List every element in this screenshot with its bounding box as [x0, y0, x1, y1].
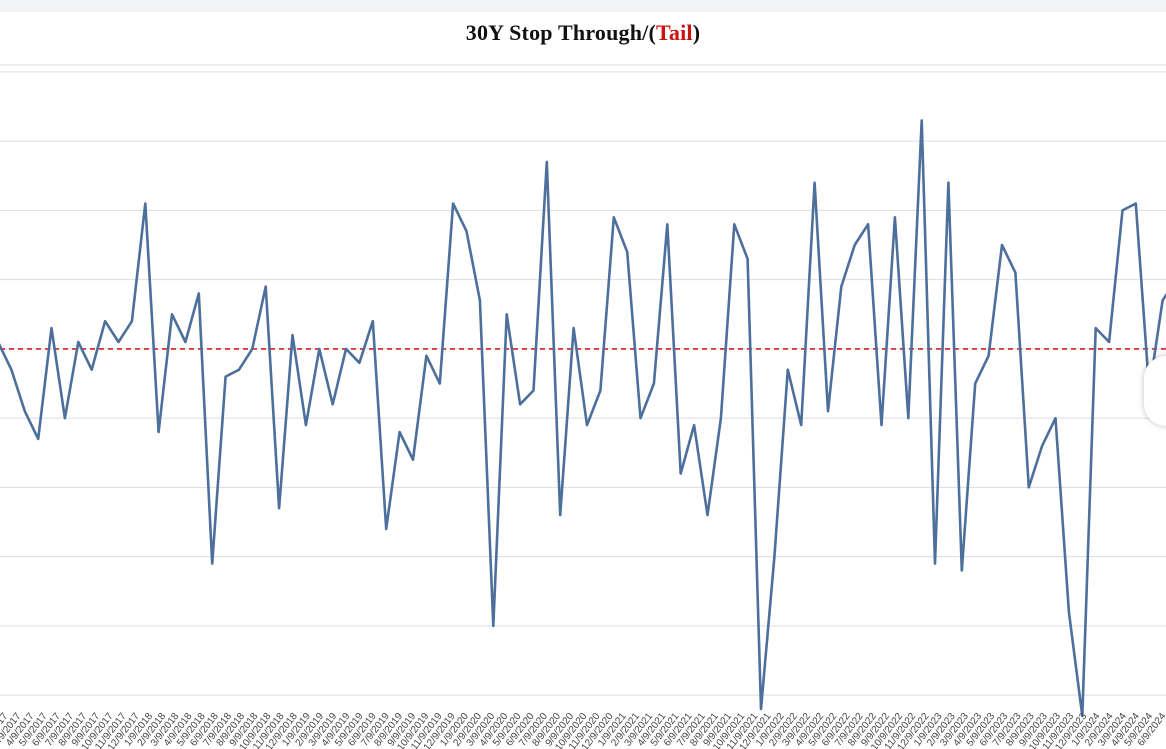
data-point: [826, 409, 830, 413]
data-point: [799, 423, 803, 427]
data-point: [1134, 201, 1138, 205]
data-point: [331, 402, 335, 406]
data-point: [933, 562, 937, 566]
data-point: [103, 319, 107, 323]
chart-title-close: ): [692, 20, 701, 45]
data-point: [1120, 208, 1124, 212]
data-point: [63, 416, 67, 420]
data-point: [170, 312, 174, 316]
data-point: [291, 333, 295, 337]
data-point: [585, 423, 589, 427]
data-point: [946, 181, 950, 185]
data-point: [36, 437, 40, 441]
data-point: [50, 326, 54, 330]
data-point: [692, 423, 696, 427]
data-point: [438, 382, 442, 386]
data-point: [786, 368, 790, 372]
data-point: [973, 382, 977, 386]
data-point: [183, 340, 187, 344]
data-point: [732, 222, 736, 226]
data-point: [304, 423, 308, 427]
data-point: [880, 423, 884, 427]
data-point: [893, 215, 897, 219]
data-point: [9, 368, 13, 372]
data-point: [1013, 271, 1017, 275]
data-point: [987, 354, 991, 358]
data-point: [625, 250, 629, 254]
data-point: [130, 319, 134, 323]
data-point: [518, 402, 522, 406]
data-point: [759, 707, 763, 711]
data-point: [76, 340, 80, 344]
data-point: [960, 569, 964, 573]
data-point: [264, 285, 268, 289]
data-point: [505, 312, 509, 316]
data-point: [197, 292, 201, 296]
data-point: [384, 527, 388, 531]
data-point: [357, 361, 361, 365]
data-point: [1094, 326, 1098, 330]
data-point: [705, 513, 709, 517]
data-point: [652, 382, 656, 386]
data-point: [1107, 340, 1111, 344]
data-point: [1161, 298, 1165, 302]
chart-title-tail: Tail: [656, 20, 693, 45]
data-point: [1067, 610, 1071, 614]
data-point: [679, 472, 683, 476]
data-point: [839, 285, 843, 289]
x-axis-tick-labels: 2/9/20173/9/20174/9/20175/9/20176/9/2017…: [0, 711, 1166, 749]
data-point: [719, 416, 723, 420]
data-point: [478, 298, 482, 302]
data-point: [371, 319, 375, 323]
data-point: [90, 368, 94, 372]
chart-title-main: 30Y Stop Through/(: [465, 20, 657, 45]
data-point: [572, 326, 576, 330]
data-point: [612, 215, 616, 219]
data-point: [344, 347, 348, 351]
data-point: [23, 409, 27, 413]
chart-title: 30Y Stop Through/(Tail): [0, 20, 1166, 46]
data-point: [1040, 444, 1044, 448]
data-point: [1027, 485, 1031, 489]
data-point: [317, 347, 321, 351]
side-scroll-handle[interactable]: [1144, 356, 1166, 426]
data-point: [598, 388, 602, 392]
data-point: [1054, 416, 1058, 420]
data-point: [398, 430, 402, 434]
data-point: [866, 222, 870, 226]
data-point: [746, 257, 750, 261]
data-point: [451, 201, 455, 205]
data-point: [424, 354, 428, 358]
data-point: [224, 375, 228, 379]
gridlines: [0, 64, 1166, 696]
series-line-30y-stop-through: [0, 119, 1166, 718]
data-point: [1000, 243, 1004, 247]
data-point: [210, 562, 214, 566]
data-point: [116, 340, 120, 344]
data-point: [772, 555, 776, 559]
data-point: [250, 347, 254, 351]
data-point: [558, 513, 562, 517]
data-point: [277, 506, 281, 510]
data-point: [665, 222, 669, 226]
data-point: [545, 160, 549, 164]
data-point: [143, 201, 147, 205]
data-point: [853, 243, 857, 247]
data-point: [465, 229, 469, 233]
data-point: [639, 416, 643, 420]
data-point: [906, 416, 910, 420]
data-point: [411, 458, 415, 462]
data-point: [531, 388, 535, 392]
data-point: [491, 624, 495, 628]
data-point: [813, 181, 817, 185]
data-point: [157, 430, 161, 434]
data-point: [920, 118, 924, 122]
data-point: [237, 368, 241, 372]
